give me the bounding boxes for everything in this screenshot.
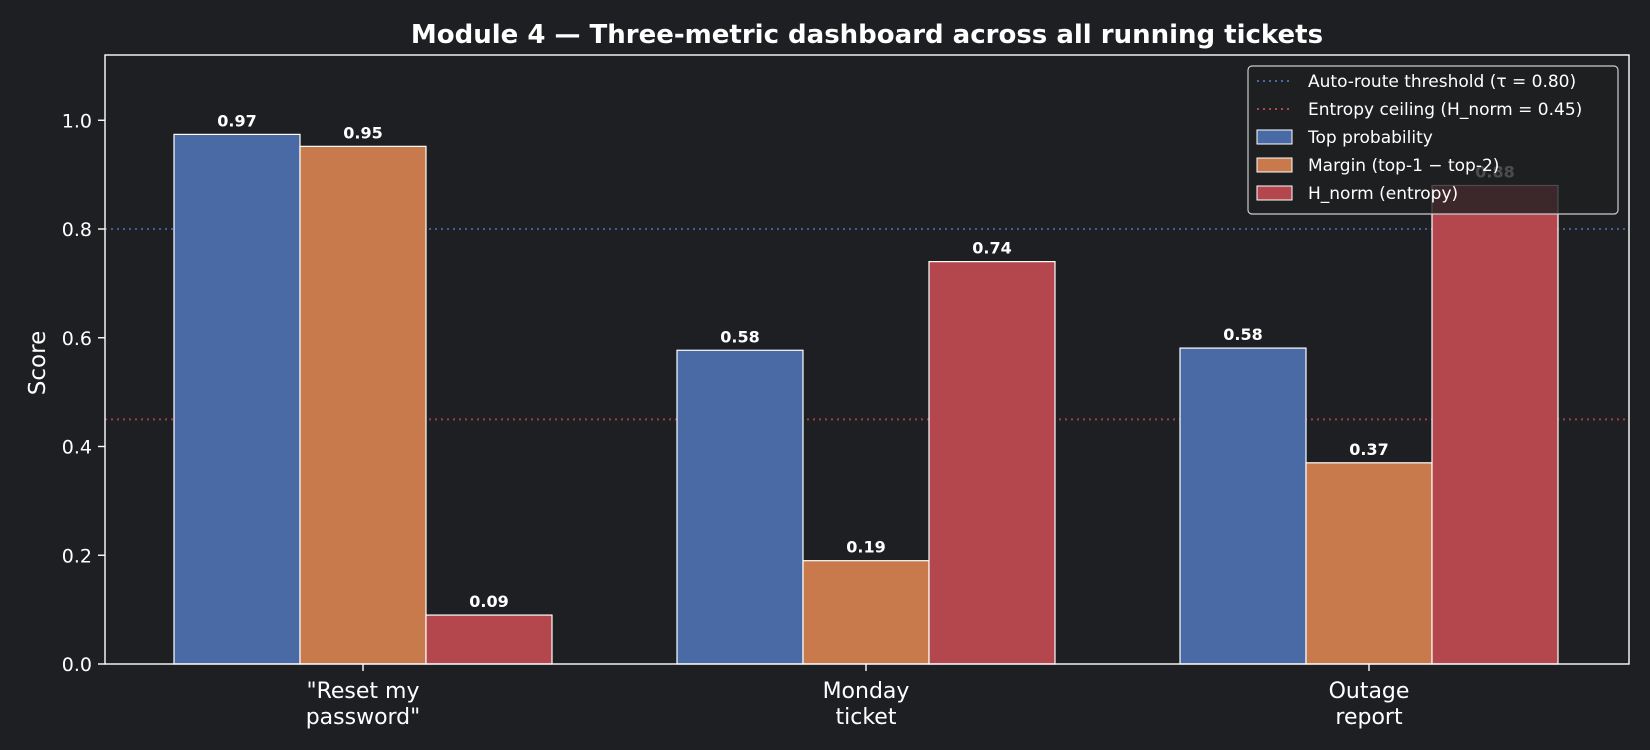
value-label-2-3: 0.37 <box>1349 440 1388 459</box>
y-tick-label-1: 0.0 <box>62 654 92 676</box>
value-label-3-2: 0.74 <box>972 239 1011 258</box>
y-tick-label-2: 0.2 <box>62 545 92 567</box>
y-axis-label: Score <box>25 331 51 395</box>
y-tick-label-5: 0.8 <box>62 219 92 241</box>
legend: Auto-route threshold (τ = 0.80) Entropy c… <box>1247 65 1619 215</box>
bar-3-2 <box>928 261 1056 665</box>
value-label-1-2: 0.58 <box>720 327 759 346</box>
bar-2-2 <box>802 560 930 665</box>
legend-patch-swatch-4 <box>1256 157 1293 173</box>
value-label-2-2: 0.19 <box>846 538 885 557</box>
legend-box <box>1247 65 1619 215</box>
legend-patch-swatch-5 <box>1256 185 1293 201</box>
y-axis: 0.0 0.2 0.4 0.6 0.8 1.0 <box>62 110 105 676</box>
bar-2-1 <box>299 145 427 665</box>
value-label-3-1: 0.09 <box>469 592 508 611</box>
bar-3-1 <box>425 614 553 665</box>
bar-1-3 <box>1179 347 1307 665</box>
bar-2-3 <box>1305 462 1433 665</box>
x-axis: "Reset my password" Monday ticket Outage repo… <box>306 664 1410 730</box>
value-label-2-1: 0.95 <box>343 123 382 142</box>
legend-label-2: Entropy ceiling (H_norm = 0.45) <box>1308 100 1582 120</box>
value-label-1-3: 0.58 <box>1223 325 1262 344</box>
plot-frame <box>104 54 1630 665</box>
bar-1-2 <box>676 349 804 665</box>
x-tick-label-1: "Reset my password" <box>306 679 421 730</box>
bars <box>173 133 1559 665</box>
x-tick-label-2: Monday ticket <box>823 679 910 730</box>
bar-1-1 <box>173 133 301 665</box>
y-tick-label-6: 1.0 <box>62 110 92 132</box>
y-tick-label-3: 0.4 <box>62 437 92 459</box>
legend-label-3: Top probability <box>1307 128 1433 148</box>
legend-patch-swatch-3 <box>1256 129 1293 145</box>
legend-label-1: Auto-route threshold (τ = 0.80) <box>1308 72 1576 92</box>
chart-title: Module 4 — Three-metric dashboard across… <box>411 20 1323 50</box>
bar-3-3 <box>1431 184 1559 665</box>
value-label-1-1: 0.97 <box>217 111 256 130</box>
y-tick-label-4: 0.6 <box>62 328 92 350</box>
legend-label-5: H_norm (entropy) <box>1308 184 1458 204</box>
value-labels: 0.970.950.090.580.190.740.580.370.88 <box>217 111 1514 611</box>
legend-label-4: Margin (top-1 − top-2) <box>1308 156 1499 176</box>
x-tick-label-3: Outage report <box>1329 679 1410 730</box>
